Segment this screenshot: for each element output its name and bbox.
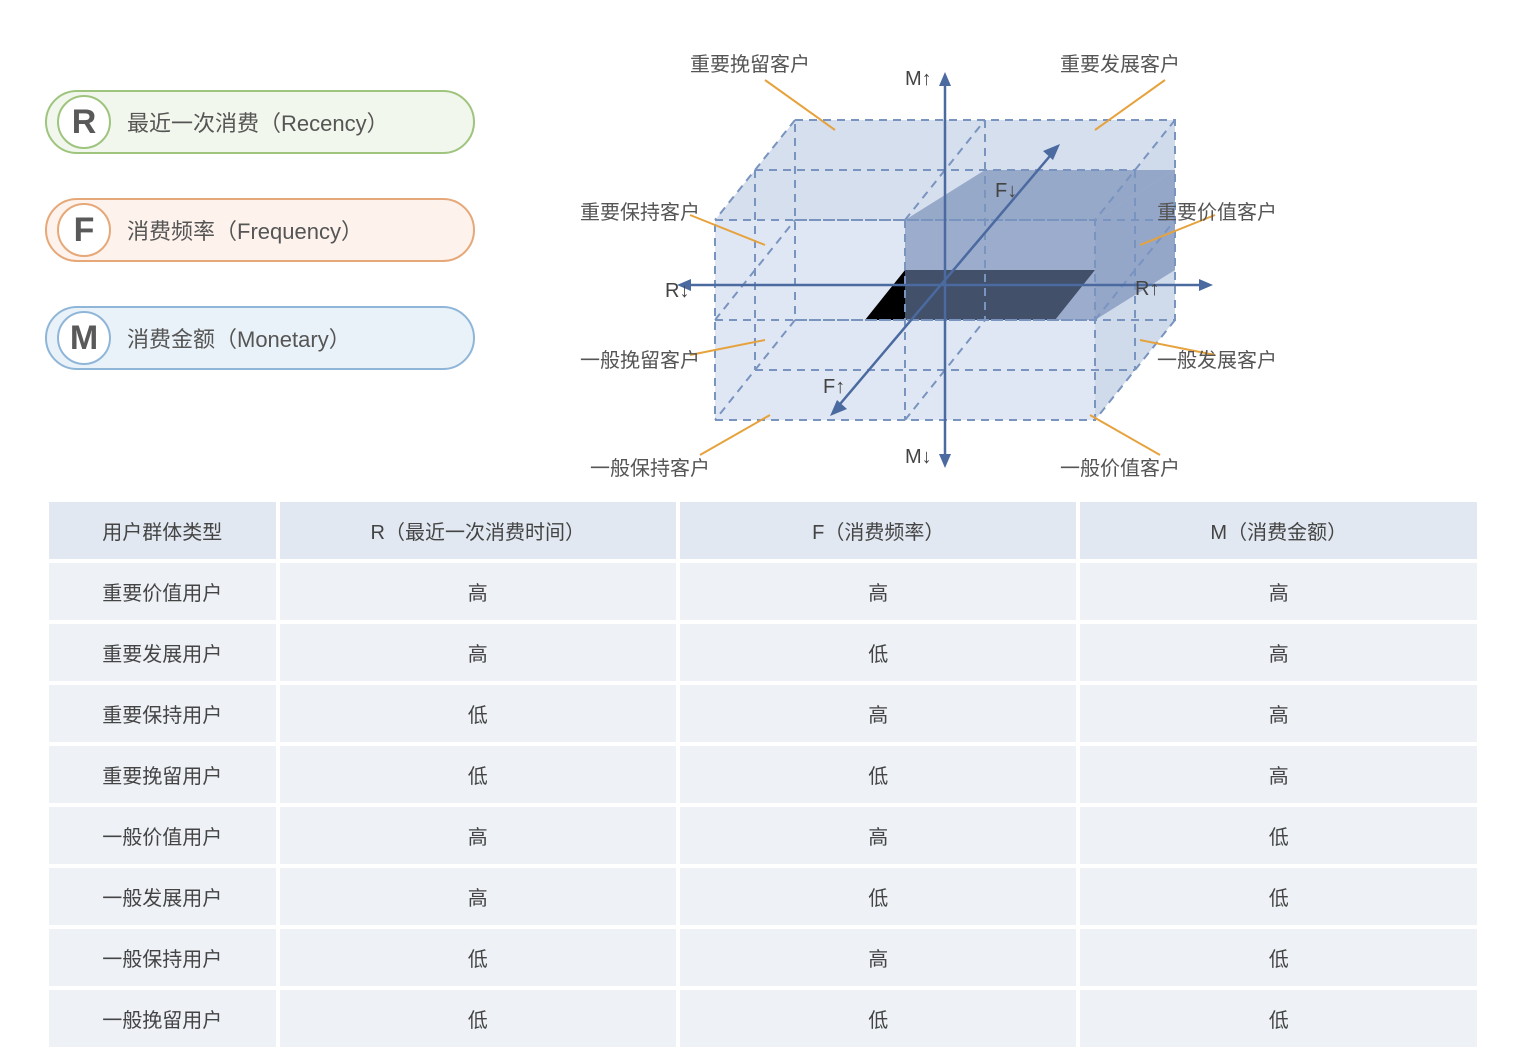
table-cell: 高 <box>1080 685 1477 742</box>
pill-r-badge: R <box>57 95 111 149</box>
table-row: 重要价值用户高高高 <box>49 563 1477 620</box>
axis-r-left: R↓ <box>665 280 689 303</box>
table-row: 重要挽留用户低低高 <box>49 746 1477 803</box>
table-cell: 重要发展用户 <box>49 624 276 681</box>
table-cell: 高 <box>280 807 676 864</box>
rfm-cube: 重要挽留客户 重要发展客户 重要保持客户 重要价值客户 一般挽留客户 一般发展客… <box>475 20 1481 480</box>
table-cell: 重要挽留用户 <box>49 746 276 803</box>
pill-f: F 消费频率（Frequency） <box>45 198 475 262</box>
table-cell: 低 <box>680 746 1076 803</box>
table-row: 一般保持用户低高低 <box>49 929 1477 986</box>
table-row: 重要保持用户低高高 <box>49 685 1477 742</box>
cube-svg <box>535 20 1455 480</box>
table-cell: 高 <box>680 685 1076 742</box>
table-row: 一般挽留用户低低低 <box>49 990 1477 1047</box>
table-cell: 高 <box>680 929 1076 986</box>
pill-f-letter: F <box>74 211 95 250</box>
table-cell: 高 <box>680 807 1076 864</box>
rfm-legend: R 最近一次消费（Recency） F 消费频率（Frequency） M 消费… <box>45 20 475 480</box>
table-cell: 一般发展用户 <box>49 868 276 925</box>
pill-r-letter: R <box>72 103 97 142</box>
table-cell: 低 <box>280 990 676 1047</box>
axis-f-front: F↑ <box>823 376 845 399</box>
axis-f-back: F↓ <box>995 180 1017 203</box>
table-cell: 高 <box>280 563 676 620</box>
pill-m-letter: M <box>70 319 98 358</box>
table-cell: 高 <box>280 624 676 681</box>
table-cell: 低 <box>1080 929 1477 986</box>
table-row: 一般价值用户高高低 <box>49 807 1477 864</box>
cube-label-bottom-left: 一般保持客户 <box>590 452 710 481</box>
table-header: 用户群体类型 <box>49 502 276 559</box>
table-row: 重要发展用户高低高 <box>49 624 1477 681</box>
cube-label-bottom-right: 一般价值客户 <box>1060 452 1180 481</box>
table-cell: 低 <box>1080 990 1477 1047</box>
table-cell: 重要保持用户 <box>49 685 276 742</box>
table-cell: 重要价值用户 <box>49 563 276 620</box>
table-cell: 低 <box>680 868 1076 925</box>
cube-label-low-right: 一般发展客户 <box>1157 344 1277 373</box>
pill-m-badge: M <box>57 311 111 365</box>
cube-label-low-left: 一般挽留客户 <box>580 344 700 373</box>
axis-m-up: M↑ <box>905 68 932 91</box>
table-cell: 高 <box>1080 563 1477 620</box>
pill-m: M 消费金额（Monetary） <box>45 306 475 370</box>
axis-m-down: M↓ <box>905 446 932 469</box>
table-cell: 低 <box>680 990 1076 1047</box>
table-cell: 高 <box>280 868 676 925</box>
axis-r-right: R↑ <box>1135 278 1159 301</box>
table-cell: 一般保持用户 <box>49 929 276 986</box>
cube-label-mid-right: 重要价值客户 <box>1157 196 1277 225</box>
table-cell: 高 <box>1080 624 1477 681</box>
table-cell: 低 <box>280 746 676 803</box>
pill-m-label: 消费金额（Monetary） <box>127 322 351 354</box>
table-header-row: 用户群体类型 R（最近一次消费时间） F（消费频率） M（消费金额） <box>49 502 1477 559</box>
table-cell: 高 <box>680 563 1076 620</box>
cube-label-mid-left: 重要保持客户 <box>580 196 700 225</box>
table-cell: 低 <box>280 929 676 986</box>
table-row: 一般发展用户高低低 <box>49 868 1477 925</box>
table-header: M（消费金额） <box>1080 502 1477 559</box>
pill-r: R 最近一次消费（Recency） <box>45 90 475 154</box>
table-header: R（最近一次消费时间） <box>280 502 676 559</box>
table-cell: 一般价值用户 <box>49 807 276 864</box>
table-cell: 低 <box>1080 868 1477 925</box>
table-header: F（消费频率） <box>680 502 1076 559</box>
table-cell: 低 <box>280 685 676 742</box>
table-cell: 一般挽留用户 <box>49 990 276 1047</box>
table-cell: 低 <box>1080 807 1477 864</box>
pill-f-label: 消费频率（Frequency） <box>127 214 363 246</box>
cube-label-top-right: 重要发展客户 <box>1060 48 1180 77</box>
table-cell: 高 <box>1080 746 1477 803</box>
rfm-table: 用户群体类型 R（最近一次消费时间） F（消费频率） M（消费金额） 重要价值用… <box>45 498 1481 1051</box>
pill-f-badge: F <box>57 203 111 257</box>
cube-label-top-left: 重要挽留客户 <box>690 48 810 77</box>
table-cell: 低 <box>680 624 1076 681</box>
pill-r-label: 最近一次消费（Recency） <box>127 106 389 138</box>
